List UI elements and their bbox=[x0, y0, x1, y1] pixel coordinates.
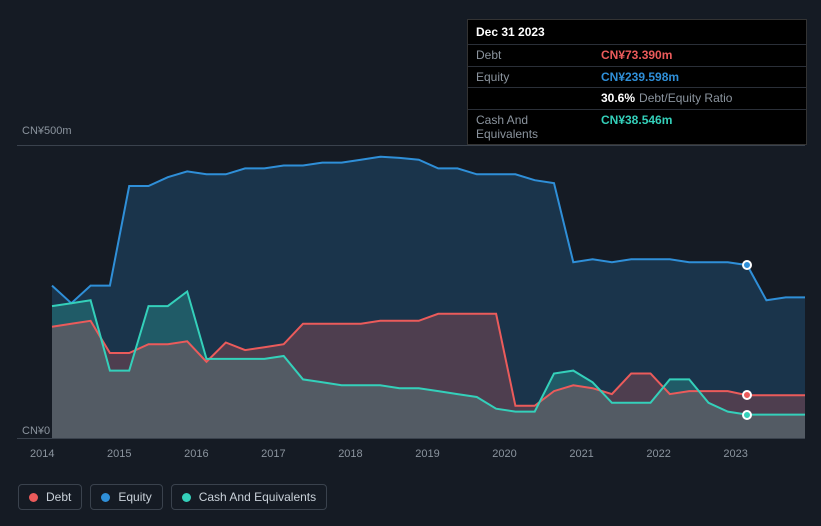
hover-marker-cash bbox=[742, 410, 752, 420]
legend-item-equity[interactable]: Equity bbox=[90, 484, 162, 510]
x-axis-label: 2018 bbox=[338, 448, 362, 460]
x-axis-labels: 2014 2015 2016 2017 2018 2019 2020 2021 2022 2023 bbox=[30, 448, 748, 460]
x-axis-label: 2016 bbox=[184, 448, 208, 460]
x-axis-label: 2019 bbox=[415, 448, 439, 460]
chart-container: Dec 31 2023 DebtCN¥73.390mEquityCN¥239.5… bbox=[0, 0, 821, 526]
legend-item-debt[interactable]: Debt bbox=[18, 484, 82, 510]
hover-marker-equity bbox=[742, 260, 752, 270]
x-axis-label: 2020 bbox=[492, 448, 516, 460]
x-axis-label: 2017 bbox=[261, 448, 285, 460]
legend-swatch bbox=[182, 493, 191, 502]
x-axis-label: 2022 bbox=[646, 448, 670, 460]
x-axis-label: 2021 bbox=[569, 448, 593, 460]
legend-item-cash[interactable]: Cash And Equivalents bbox=[171, 484, 327, 510]
legend-label: Cash And Equivalents bbox=[199, 490, 316, 504]
x-axis-label: 2015 bbox=[107, 448, 131, 460]
legend-swatch bbox=[101, 493, 110, 502]
x-axis-label: 2014 bbox=[30, 448, 54, 460]
legend-swatch bbox=[29, 493, 38, 502]
legend-label: Equity bbox=[118, 490, 151, 504]
hover-marker-debt bbox=[742, 390, 752, 400]
x-axis-label: 2023 bbox=[723, 448, 747, 460]
chart-legend: Debt Equity Cash And Equivalents bbox=[18, 484, 327, 510]
legend-label: Debt bbox=[46, 490, 71, 504]
